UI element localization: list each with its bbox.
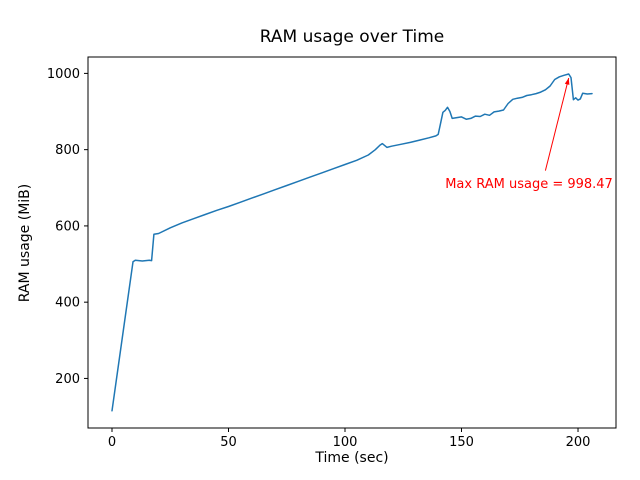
max-annotation-text: Max RAM usage = 998.47	[445, 177, 613, 192]
x-axis-label: Time (sec)	[315, 450, 389, 466]
x-tick-label: 50	[220, 435, 237, 450]
y-tick-label: 1000	[47, 67, 80, 82]
series-line-ram-usage	[111, 73, 593, 412]
x-tick-label: 100	[333, 435, 358, 450]
x-tick-label: 200	[566, 435, 591, 450]
y-tick-label: 200	[55, 372, 80, 387]
x-tick-label: 150	[449, 435, 474, 450]
y-tick-label: 800	[55, 143, 80, 158]
annotation-arrow-line	[544, 77, 570, 171]
y-tick-label: 600	[55, 219, 80, 234]
chart-title: RAM usage over Time	[259, 27, 445, 47]
axes-spines	[87, 56, 617, 429]
annotation-arrowhead	[564, 78, 570, 85]
y-tick-label: 400	[55, 296, 80, 311]
x-tick-label: 0	[108, 435, 116, 450]
